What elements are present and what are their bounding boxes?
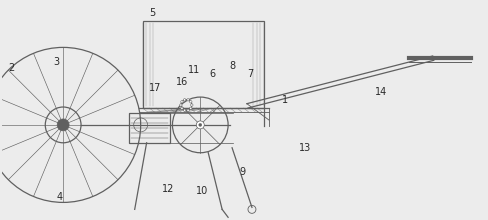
- Circle shape: [183, 99, 185, 101]
- Text: 16: 16: [176, 77, 188, 87]
- Circle shape: [186, 99, 189, 101]
- Text: 14: 14: [374, 87, 386, 97]
- Circle shape: [181, 107, 183, 109]
- Circle shape: [189, 107, 192, 109]
- Text: 4: 4: [56, 192, 62, 202]
- Circle shape: [196, 121, 204, 129]
- Text: 17: 17: [149, 83, 162, 93]
- Text: 13: 13: [298, 143, 310, 153]
- Text: 7: 7: [246, 69, 253, 79]
- Text: 12: 12: [162, 185, 174, 194]
- Circle shape: [189, 101, 192, 103]
- Text: 3: 3: [53, 57, 59, 67]
- Circle shape: [180, 104, 182, 106]
- Text: 2: 2: [8, 63, 15, 73]
- Circle shape: [199, 123, 202, 126]
- Text: 6: 6: [209, 69, 215, 79]
- Circle shape: [190, 104, 193, 106]
- Circle shape: [183, 109, 185, 111]
- Bar: [142, 20, 264, 108]
- Circle shape: [186, 109, 189, 111]
- Bar: [128, 113, 170, 143]
- Text: 5: 5: [149, 8, 155, 18]
- Circle shape: [181, 101, 183, 103]
- Text: 8: 8: [228, 61, 235, 71]
- Text: 9: 9: [239, 167, 244, 177]
- Text: 10: 10: [196, 187, 208, 196]
- Circle shape: [57, 119, 69, 131]
- Text: 1: 1: [281, 95, 287, 105]
- Text: 11: 11: [188, 65, 200, 75]
